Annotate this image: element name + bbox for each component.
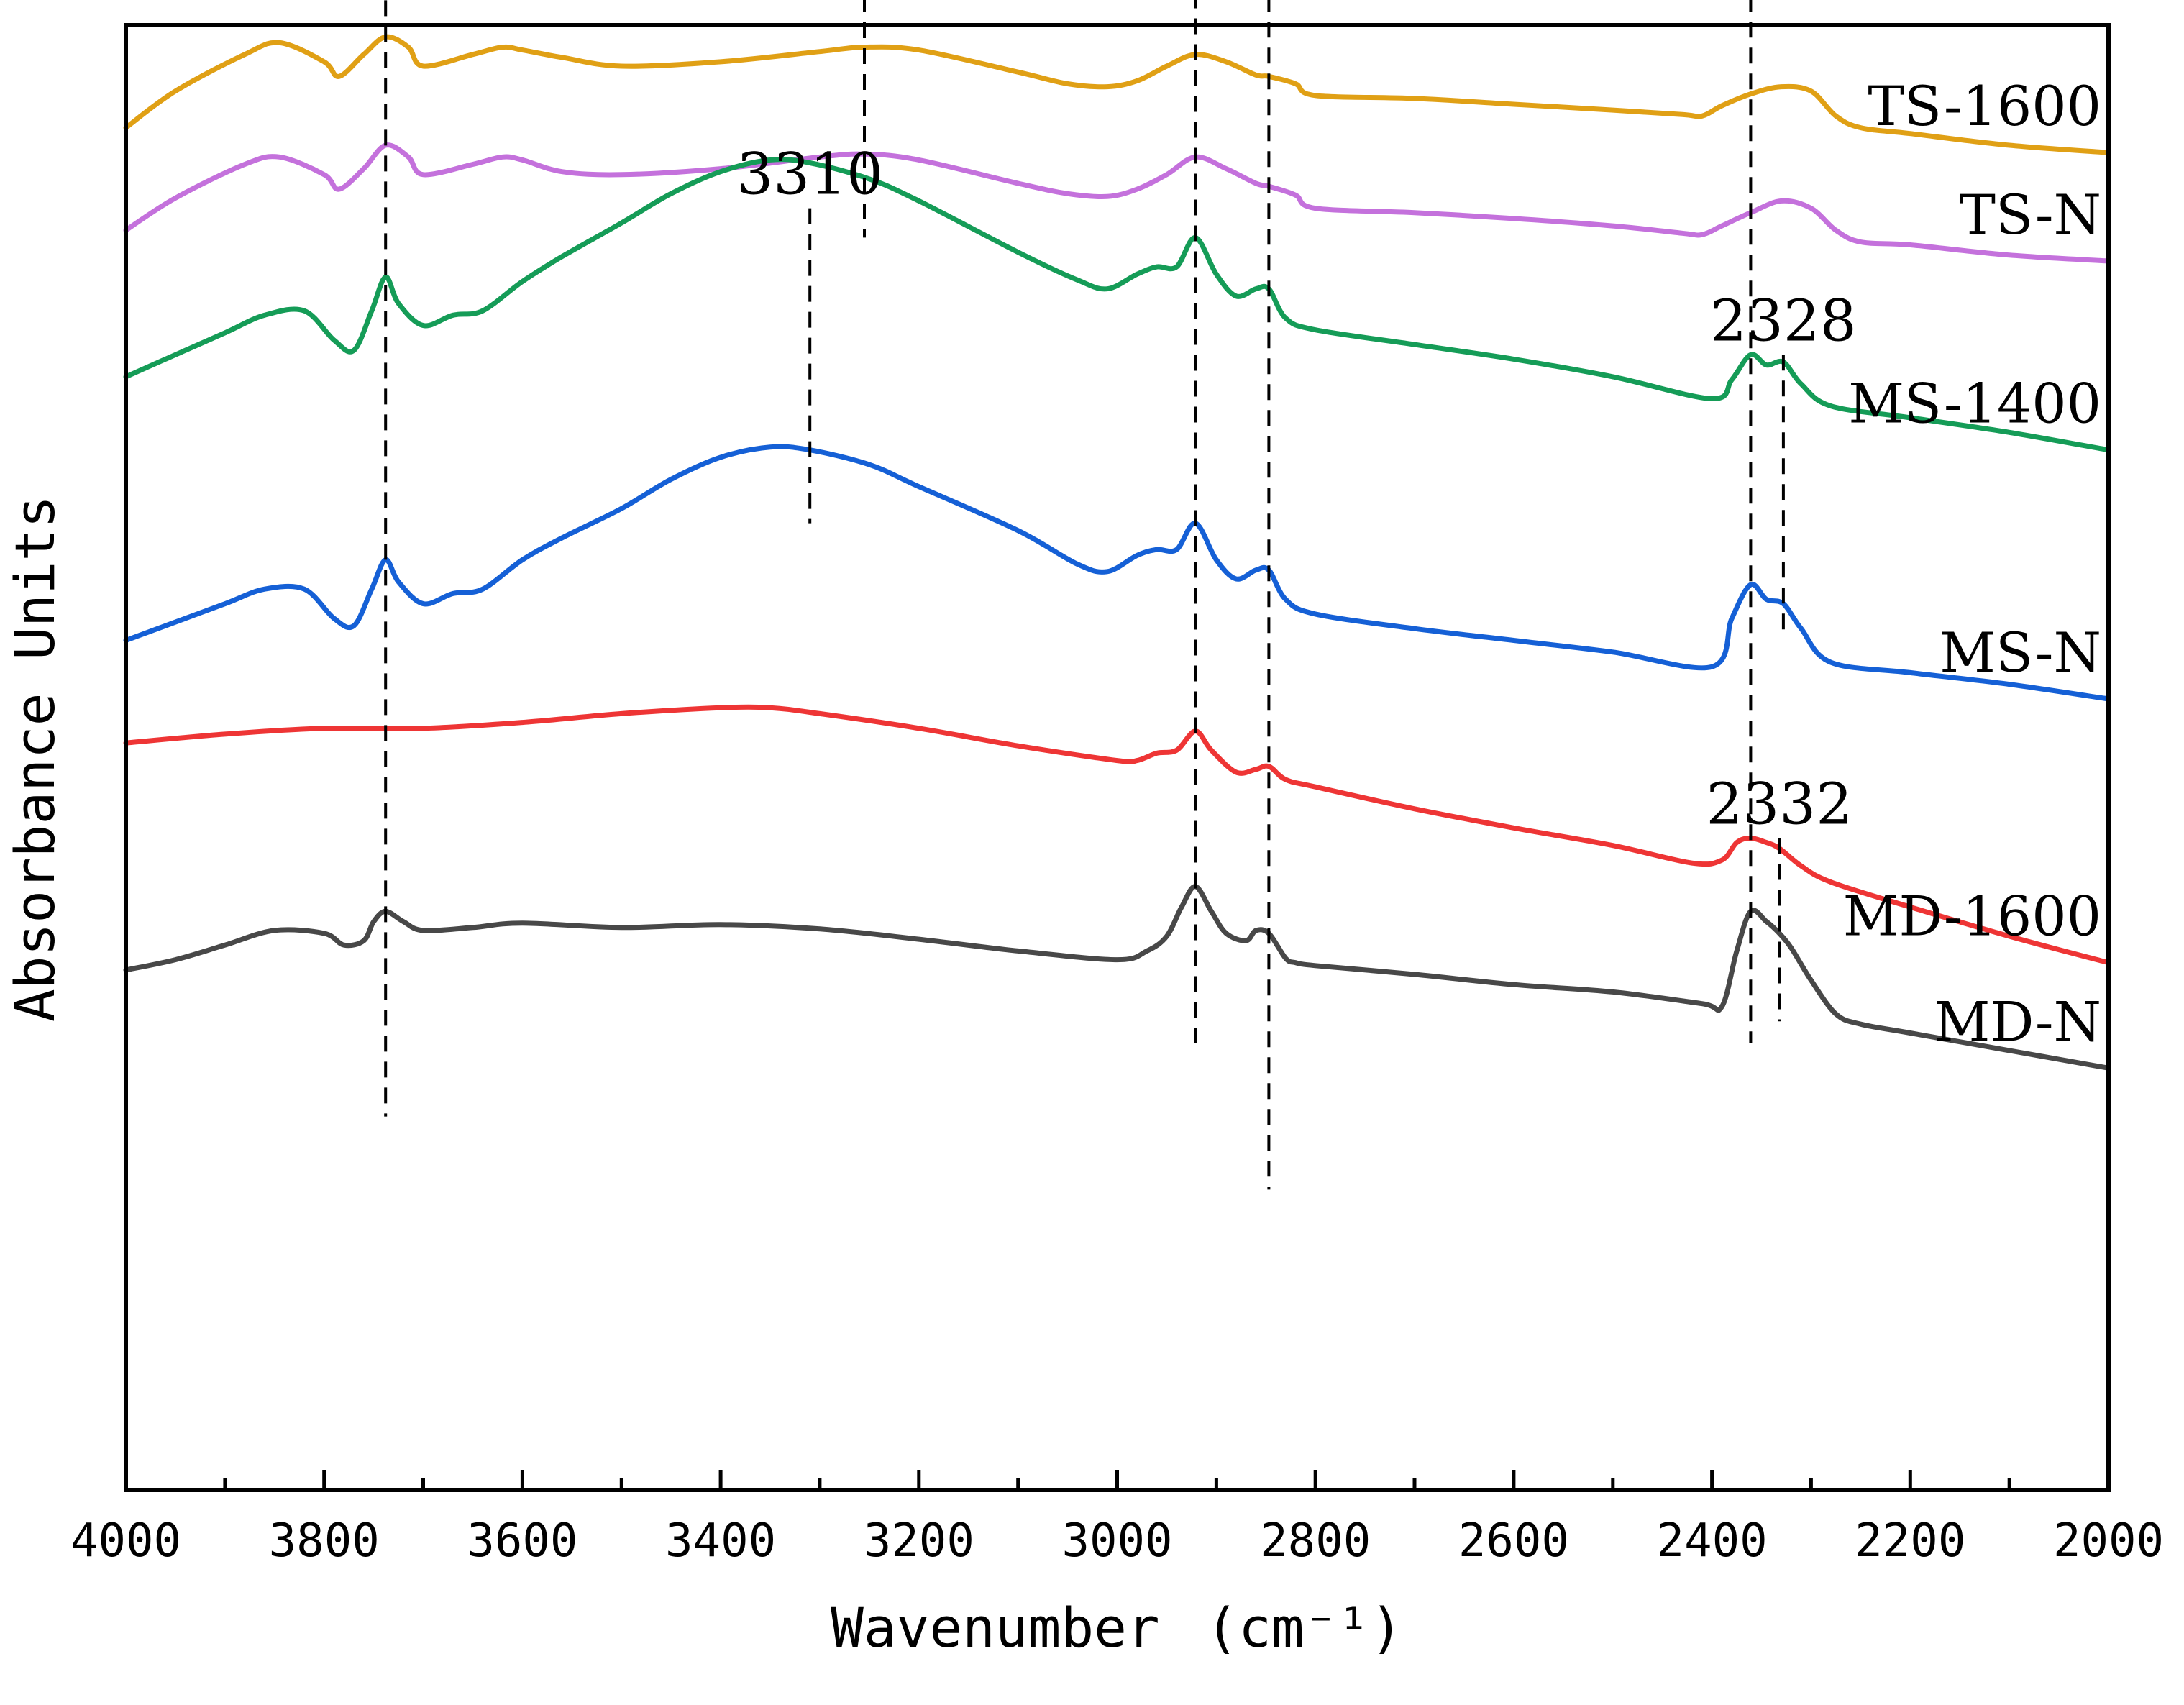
x-tick-label: 4000: [70, 1514, 181, 1568]
series-labels: TS-1600 TS-N MS-1400 MS-N MD-1600 MD-N: [1843, 74, 2101, 1053]
series-curves: [123, 34, 2111, 1071]
x-axis-title-unit: (cm⁻¹): [1205, 1596, 1403, 1660]
series-line-ts-n: [123, 142, 2111, 264]
peak-label-3310: 3310: [736, 141, 883, 208]
x-tick-label: 3200: [864, 1514, 974, 1568]
x-axis-title-text: Wavenumber: [831, 1596, 1160, 1660]
x-axis-tick-labels: 4000 3800 3600 3400 3200 3000 2800 2600 2400 2200…: [70, 1514, 2164, 1568]
x-tick-label: 3000: [1061, 1514, 1172, 1568]
x-tick-label: 2400: [1657, 1514, 1768, 1568]
series-label-ts-1600: TS-1600: [1868, 74, 2101, 138]
series-label-md-1600: MD-1600: [1843, 885, 2101, 949]
series-label-ms-1400: MS-1400: [1848, 372, 2101, 436]
plot-frame: [124, 23, 2111, 1492]
series-label-md-n: MD-N: [1934, 989, 2101, 1053]
series-line-ms-1400: [123, 157, 2111, 453]
series-label-ms-n: MS-N: [1939, 621, 2101, 685]
series-line-md-1600: [123, 704, 2111, 966]
x-tick-label: 2800: [1260, 1514, 1371, 1568]
series-label-ts-n: TS-N: [1959, 183, 2101, 247]
peak-label-2328: 2328: [1710, 287, 1857, 354]
x-axis-ticks: [124, 1470, 2111, 1490]
x-tick-label: 3400: [665, 1514, 776, 1568]
x-axis-title: Wavenumber (cm⁻¹): [831, 1596, 1403, 1660]
x-tick-label: 2600: [1458, 1514, 1569, 1568]
series-line-ts-1600: [123, 34, 2111, 155]
x-tick-label: 2000: [2053, 1514, 2164, 1568]
series-line-md-n: [123, 884, 2111, 1071]
y-axis-title: Absorbance Units: [3, 495, 67, 1022]
peak-label-2332: 2332: [1706, 771, 1853, 838]
x-tick-label: 2200: [1855, 1514, 1965, 1568]
peak-markers: 37383255292128472361331023282332: [384, 0, 1857, 1190]
x-tick-label: 3800: [269, 1514, 380, 1568]
x-tick-label: 3600: [467, 1514, 577, 1568]
series-line-ms-n: [123, 444, 2111, 702]
